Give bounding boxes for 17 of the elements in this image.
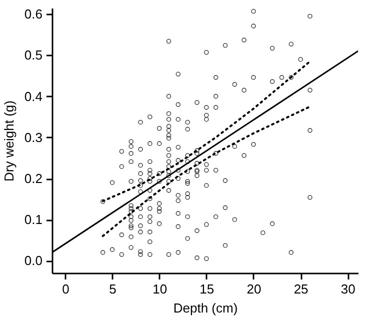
x-tick-label: 5 xyxy=(109,282,116,296)
y-tick-label: 0.3 xyxy=(24,130,42,145)
y-tick-label: 0.6 xyxy=(24,6,42,22)
y-tick-label: 0.5 xyxy=(24,48,42,63)
x-tick-label: 20 xyxy=(246,282,262,296)
x-tick-label: 0 xyxy=(62,282,70,296)
x-tick-label: 10 xyxy=(152,282,168,296)
y-tick-label: 0.2 xyxy=(24,171,42,186)
x-tick-label: 25 xyxy=(294,282,308,296)
y-tick-label: 0.1 xyxy=(24,212,42,228)
y-tick-label: 0.0 xyxy=(24,253,42,268)
x-axis-title: Depth (cm) xyxy=(173,300,238,316)
x-tick-label: 15 xyxy=(200,282,214,296)
x-tick-label: 30 xyxy=(340,282,356,296)
line-series xyxy=(102,106,311,238)
y-tick-label: 0.4 xyxy=(24,88,42,104)
y-axis-title: Dry weight (g) xyxy=(1,100,16,182)
